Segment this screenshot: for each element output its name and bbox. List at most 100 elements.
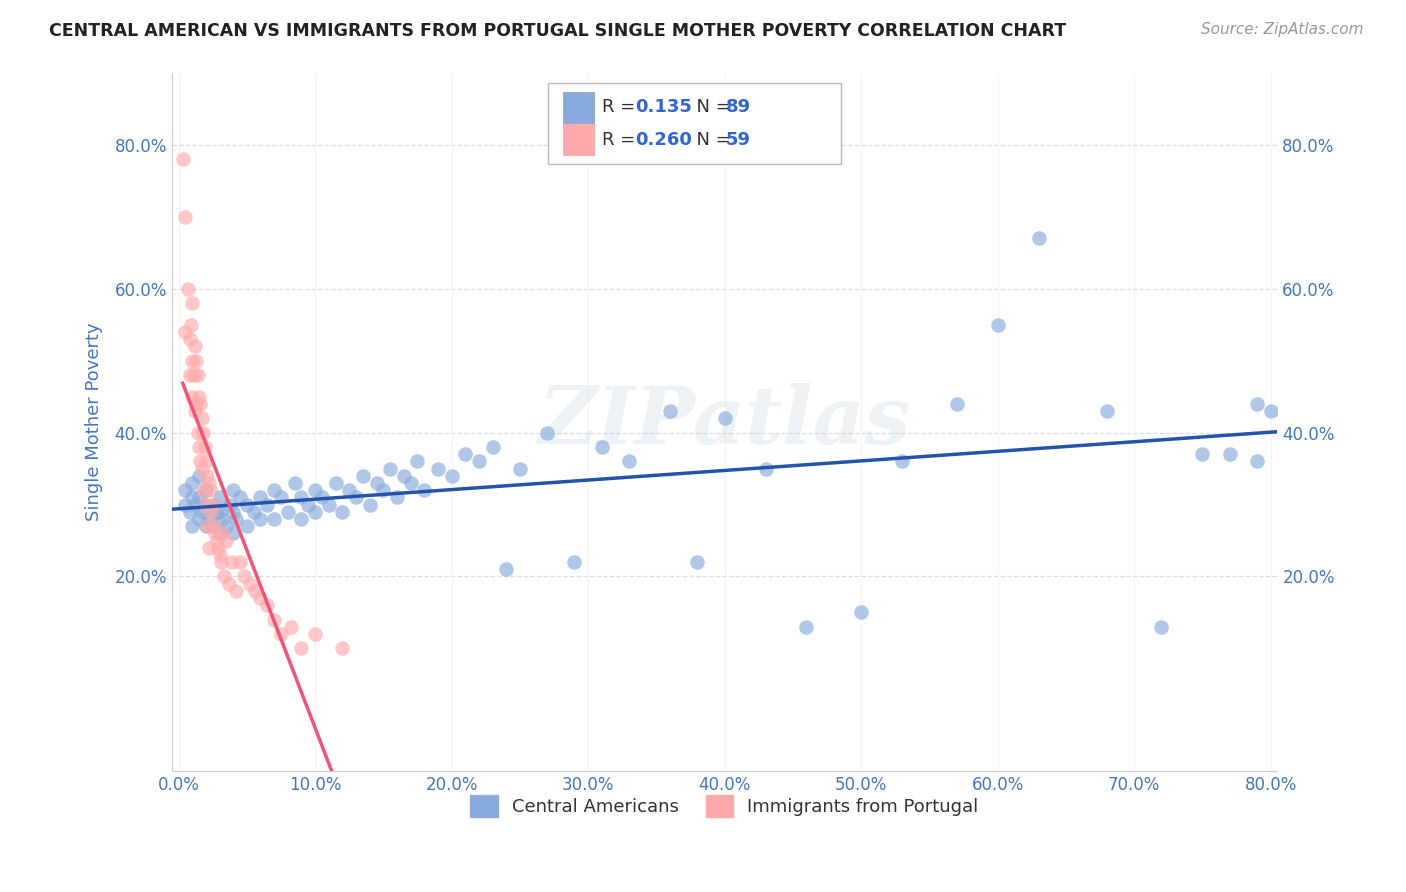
- Point: [849, 606, 872, 620]
- Point: [236, 519, 259, 533]
- Point: [591, 440, 613, 454]
- Point: [311, 491, 333, 505]
- Point: [332, 641, 354, 656]
- Point: [495, 562, 517, 576]
- Point: [208, 505, 231, 519]
- Legend: Central Americans, Immigrants from Portugal: Central Americans, Immigrants from Portu…: [463, 788, 986, 824]
- Point: [290, 512, 312, 526]
- Point: [215, 519, 238, 533]
- Point: [225, 583, 247, 598]
- Point: [290, 641, 312, 656]
- Point: [195, 519, 218, 533]
- Point: [174, 498, 197, 512]
- Point: [263, 483, 285, 498]
- Point: [181, 475, 204, 490]
- Point: [754, 461, 776, 475]
- Point: [184, 404, 207, 418]
- Point: [190, 454, 212, 468]
- Point: [187, 425, 209, 440]
- Point: [194, 454, 217, 468]
- Point: [194, 498, 217, 512]
- Point: [211, 512, 233, 526]
- Point: [1246, 397, 1268, 411]
- Point: [195, 468, 218, 483]
- Point: [564, 555, 586, 569]
- Point: [179, 505, 201, 519]
- Point: [222, 505, 245, 519]
- Point: [181, 296, 204, 310]
- Point: [179, 332, 201, 346]
- Point: [290, 491, 312, 505]
- Point: [181, 390, 204, 404]
- Point: [183, 368, 205, 382]
- Text: 0.135: 0.135: [636, 98, 692, 117]
- Point: [172, 153, 194, 167]
- Point: [229, 555, 252, 569]
- Point: [249, 491, 271, 505]
- Point: [304, 505, 326, 519]
- Point: [215, 533, 238, 548]
- Point: [211, 526, 233, 541]
- Point: [187, 368, 209, 382]
- Point: [468, 454, 491, 468]
- Point: [174, 210, 197, 224]
- Point: [208, 548, 231, 562]
- Point: [191, 461, 214, 475]
- Point: [209, 555, 232, 569]
- Point: [201, 519, 224, 533]
- Point: [1219, 447, 1241, 461]
- Point: [413, 483, 436, 498]
- Point: [222, 483, 245, 498]
- Point: [222, 526, 245, 541]
- Point: [481, 440, 503, 454]
- Point: [249, 591, 271, 605]
- Point: [380, 461, 402, 475]
- Point: [304, 483, 326, 498]
- Text: N =: N =: [685, 131, 737, 149]
- Point: [318, 498, 340, 512]
- Point: [277, 505, 299, 519]
- Point: [325, 475, 347, 490]
- Point: [239, 576, 262, 591]
- Point: [194, 498, 217, 512]
- Point: [188, 440, 211, 454]
- Point: [208, 526, 231, 541]
- Point: [188, 491, 211, 505]
- Point: [337, 483, 360, 498]
- Point: [181, 491, 204, 505]
- Point: [191, 505, 214, 519]
- Point: [263, 512, 285, 526]
- Point: [186, 353, 208, 368]
- Point: [713, 411, 735, 425]
- Point: [197, 541, 219, 555]
- Point: [359, 498, 381, 512]
- Point: [191, 425, 214, 440]
- Point: [256, 599, 278, 613]
- Point: [177, 282, 200, 296]
- Point: [184, 339, 207, 353]
- Point: [181, 353, 204, 368]
- Point: [233, 569, 256, 583]
- Point: [344, 491, 367, 505]
- Point: [212, 569, 235, 583]
- Point: [987, 318, 1010, 332]
- Point: [536, 425, 558, 440]
- Point: [1150, 620, 1173, 634]
- Point: [236, 498, 259, 512]
- Point: [198, 483, 221, 498]
- Text: 0.260: 0.260: [636, 131, 692, 149]
- Point: [180, 318, 202, 332]
- Point: [208, 491, 231, 505]
- Point: [945, 397, 967, 411]
- Point: [304, 627, 326, 641]
- Text: Source: ZipAtlas.com: Source: ZipAtlas.com: [1201, 22, 1364, 37]
- Point: [280, 620, 302, 634]
- Point: [184, 498, 207, 512]
- FancyBboxPatch shape: [564, 92, 595, 123]
- Point: [204, 526, 226, 541]
- Point: [205, 533, 228, 548]
- Point: [181, 519, 204, 533]
- Point: [191, 483, 214, 498]
- Point: [399, 475, 422, 490]
- Point: [454, 447, 477, 461]
